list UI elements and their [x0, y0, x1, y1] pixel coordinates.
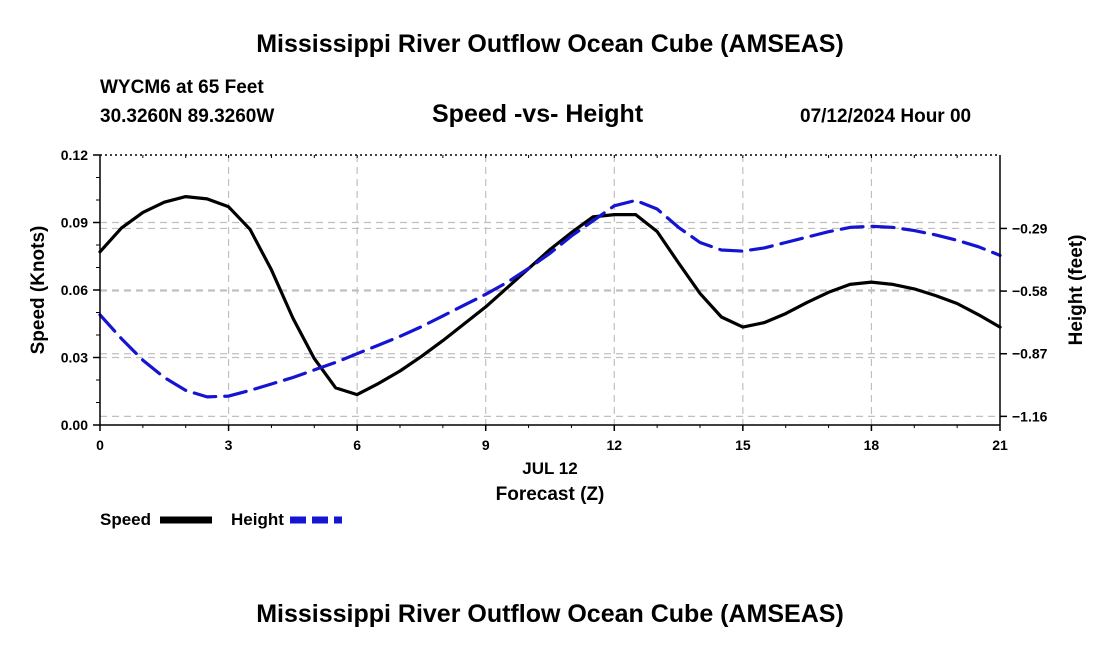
series-line-speed [98, 195, 1002, 397]
y-tick-label: 0.03 [61, 350, 88, 366]
series-line-height [98, 198, 1002, 399]
axis-ticks: 0 3 6 9 12 15 18 21 0.00 0.03 0.06 0.09 0.12 −0.29 −0.… [61, 147, 1048, 453]
x-tick-label: 9 [482, 437, 490, 453]
footer-title: Mississippi River Outflow Ocean Cube (AM… [256, 600, 844, 628]
x-tick-label: 12 [606, 437, 622, 453]
y2-axis-label: Height (feet) [1066, 235, 1087, 346]
chart-subtitle: Speed -vs- Height [432, 100, 644, 128]
x-tick-label: 18 [864, 437, 880, 453]
y-tick-label: 0.00 [61, 417, 88, 433]
legend-height-label: Height [231, 510, 284, 529]
plot-frame [99, 154, 1001, 426]
legend-speed-label: Speed [100, 510, 151, 529]
chart-title: Mississippi River Outflow Ocean Cube (AM… [256, 30, 844, 58]
forecast-datetime: 07/12/2024 Hour 00 [800, 106, 972, 127]
x-tick-label: 3 [225, 437, 233, 453]
y-tick-label: 0.12 [61, 147, 88, 163]
x-tick-label: 0 [96, 437, 104, 453]
y2-tick-label: −0.29 [1012, 220, 1048, 236]
x-tick-label: 21 [992, 437, 1008, 453]
x-axis-label: Forecast (Z) [496, 484, 605, 505]
y-tick-label: 0.09 [61, 215, 88, 231]
y-tick-label: 0.06 [61, 282, 88, 298]
x-tick-label: 6 [353, 437, 361, 453]
x-tick-label: 15 [735, 437, 751, 453]
y2-tick-label: −1.16 [1012, 408, 1048, 424]
y2-tick-label: −0.58 [1012, 283, 1048, 299]
y-axis-label: Speed (Knots) [28, 226, 49, 355]
y2-tick-label: −0.87 [1012, 346, 1048, 362]
station-label: WYCM6 at 65 Feet [100, 77, 264, 98]
coordinates-label: 30.3260N 89.3260W [100, 106, 275, 127]
grid-lines [100, 155, 1000, 425]
x-date-label: JUL 12 [522, 459, 577, 478]
series-lines [98, 195, 1002, 399]
